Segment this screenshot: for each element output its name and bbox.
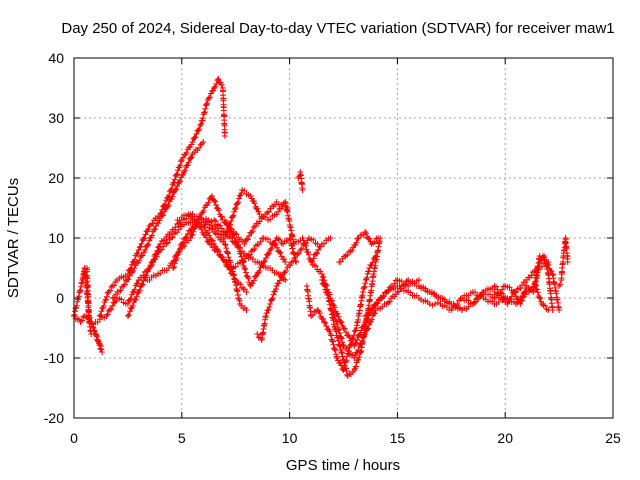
x-tick-label: 10	[282, 430, 298, 446]
y-tick-label: 40	[48, 50, 64, 66]
x-tick-label: 5	[178, 430, 186, 446]
grid-layer	[74, 58, 613, 418]
data-marker	[174, 211, 289, 271]
x-tick-label: 0	[70, 430, 78, 446]
x-tick-label: 25	[605, 430, 621, 446]
chart-title: Day 250 of 2024, Sidereal Day-to-day VTE…	[61, 20, 614, 37]
data-marker	[79, 265, 95, 337]
tick-layer: 0 5 10 15 20 25 -20 -10 0 10 20 30 40	[44, 50, 621, 446]
y-axis-label: SDTVAR / TECUs	[5, 178, 22, 298]
series-arc-25	[556, 235, 571, 289]
series-arc-20	[362, 283, 509, 319]
data-marker	[556, 235, 571, 289]
data-marker	[96, 76, 228, 319]
series-arc-13	[221, 217, 300, 289]
data-marker	[221, 217, 300, 289]
series-arc-14	[295, 169, 306, 193]
data-marker	[295, 169, 306, 193]
x-axis-label: GPS time / hours	[286, 457, 400, 474]
series-arc-5	[109, 139, 207, 301]
x-tick-label: 20	[497, 430, 513, 446]
data-marker	[254, 235, 321, 343]
y-tick-label: 0	[56, 290, 64, 306]
data-marker	[362, 283, 509, 319]
data-marker	[532, 253, 556, 313]
series-arc-9	[174, 211, 289, 271]
series-arc-24	[532, 253, 556, 313]
data-marker	[336, 229, 381, 265]
y-tick-label: 30	[48, 110, 64, 126]
series-arc-4	[96, 76, 228, 319]
series-arc-19	[336, 229, 381, 265]
series-arc-11	[144, 193, 291, 283]
series-arc-12	[254, 235, 321, 343]
y-tick-label: 10	[48, 230, 64, 246]
y-tick-label: -20	[44, 410, 64, 426]
series-arc-3	[79, 265, 95, 337]
x-tick-label: 15	[390, 430, 406, 446]
y-tick-label: -10	[44, 350, 64, 366]
data-marker	[109, 139, 207, 301]
data-marker	[144, 193, 291, 283]
data-layer	[71, 76, 571, 379]
y-tick-label: 20	[48, 170, 64, 186]
